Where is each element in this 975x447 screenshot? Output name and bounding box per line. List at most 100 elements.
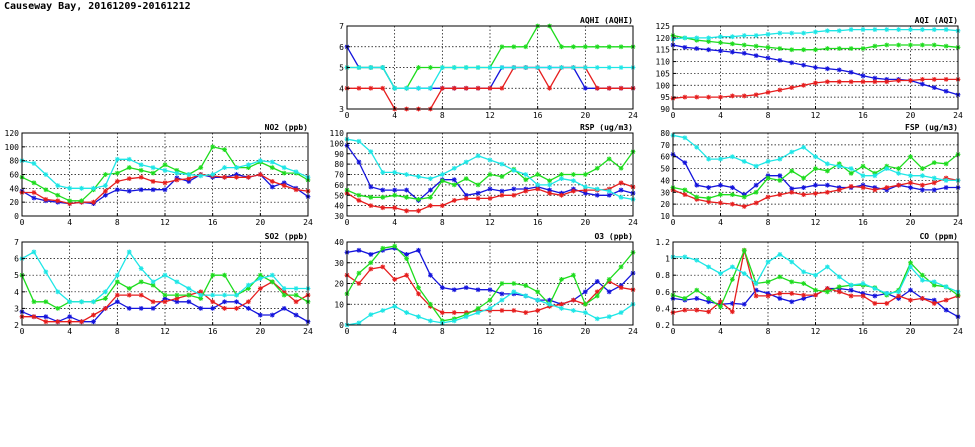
rsp-point-green <box>439 178 445 184</box>
fsp-ytick-label: 20 <box>660 200 670 209</box>
rsp-point-red <box>475 195 481 201</box>
co-xtick-label: 8 <box>766 327 771 336</box>
no2-point-cyan <box>222 165 227 170</box>
co-point-green <box>765 279 771 285</box>
co-point-red <box>682 307 688 313</box>
co-title: CO (ppm) <box>919 232 958 241</box>
no2-point-cyan <box>162 167 168 173</box>
aqi-point-cyan <box>694 35 700 41</box>
aqi-xtick-label: 0 <box>671 111 676 120</box>
fsp-point-blue <box>943 185 949 190</box>
rsp-point-red <box>523 188 529 194</box>
aqhi-point-red <box>499 85 505 91</box>
co-point-cyan <box>718 271 723 276</box>
fsp-point-blue <box>706 185 712 190</box>
aqhi-point-green <box>499 44 505 50</box>
fsp-point-red <box>777 192 783 198</box>
rsp-point-blue <box>404 187 409 193</box>
no2-point-blue <box>281 180 287 186</box>
fsp-point-blue <box>919 187 925 193</box>
rsp-point-cyan <box>594 186 600 192</box>
rsp-point-green <box>380 194 386 200</box>
co-point-blue <box>777 296 783 301</box>
no2-title: NO2 (ppb) <box>265 123 308 132</box>
so2-point-green <box>198 296 204 301</box>
co-point-cyan <box>813 272 818 278</box>
co-point-blue <box>860 291 866 296</box>
fsp-point-cyan <box>836 163 842 169</box>
aqi-point-green <box>872 43 878 49</box>
so2-point-green <box>246 286 251 291</box>
o3-point-blue <box>547 297 552 303</box>
no2-point-green <box>210 144 216 150</box>
co-point-cyan <box>789 259 795 265</box>
aqhi-point-red <box>606 85 612 91</box>
fsp-point-red <box>848 183 854 189</box>
fsp-point-cyan <box>777 156 783 162</box>
so2-point-cyan <box>174 279 180 285</box>
fsp-point-cyan <box>765 159 771 164</box>
fsp-point-green <box>741 194 747 200</box>
no2-xtick-label: 12 <box>160 218 170 227</box>
co-ytick-label: 0.4 <box>656 304 671 313</box>
rsp-point-green <box>606 156 612 162</box>
no2-ytick-label: 80 <box>9 157 19 166</box>
so2-point-blue <box>293 312 299 318</box>
so2-point-cyan <box>198 292 204 298</box>
so2-point-blue <box>150 306 156 311</box>
rsp-point-cyan <box>499 161 505 167</box>
co-point-blue <box>718 301 723 307</box>
fsp-ytick-label: 70 <box>660 141 670 150</box>
aqi-point-cyan <box>872 27 878 32</box>
no2-ytick-label: 20 <box>9 198 19 207</box>
o3-point-cyan <box>618 310 624 315</box>
rsp-point-green <box>368 194 374 200</box>
aqhi-point-cyan <box>487 65 493 70</box>
co-xtick-label: 24 <box>953 327 963 336</box>
aqhi-point-cyan <box>356 65 362 70</box>
so2-point-red <box>150 299 156 305</box>
co-point-green <box>824 289 830 295</box>
o3-ytick-label: 40 <box>334 238 344 247</box>
no2-point-green <box>269 165 275 170</box>
o3-point-green <box>618 264 624 270</box>
co-point-cyan <box>943 284 949 290</box>
o3-title: O3 (ppb) <box>594 232 633 241</box>
co-point-red <box>931 301 937 306</box>
fsp-point-red <box>908 180 913 186</box>
aqi-point-red <box>848 79 854 85</box>
so2-point-red <box>91 312 96 318</box>
aqhi-xtick-label: 24 <box>628 111 638 120</box>
rsp-xtick-label: 4 <box>392 218 397 227</box>
no2-chart: 0 4 8 12 16 20 24 0 20 40 60 80 100 120 NO2 (ppb) <box>5 123 313 227</box>
aqi-ytick-label: 115 <box>656 46 671 55</box>
rsp-point-cyan <box>392 170 398 175</box>
rsp-xtick-label: 24 <box>628 218 638 227</box>
fsp-xtick-label: 8 <box>766 218 771 227</box>
so2-point-blue <box>198 306 204 311</box>
aqi-point-green <box>908 42 913 48</box>
fsp-point-green <box>943 161 949 167</box>
no2-point-red <box>55 198 61 204</box>
aqi-point-blue <box>729 49 735 55</box>
o3-point-cyan <box>463 314 469 320</box>
no2-xtick-label: 20 <box>256 218 266 227</box>
so2-point-green <box>257 272 263 278</box>
fsp-xtick-label: 16 <box>858 218 868 227</box>
aqhi-xtick-label: 20 <box>581 111 591 120</box>
o3-point-blue <box>428 272 433 278</box>
no2-ytick-label: 0 <box>14 212 19 221</box>
co-ytick-label: 0.6 <box>656 288 671 297</box>
so2-xtick-label: 20 <box>256 327 266 336</box>
rsp-point-blue <box>380 187 386 193</box>
o3-xtick-label: 16 <box>533 327 543 336</box>
aqhi-point-cyan <box>571 65 576 70</box>
aqi-point-red <box>718 94 723 100</box>
co-point-blue <box>872 293 878 299</box>
rsp-point-green <box>594 165 600 171</box>
co-point-red <box>706 309 712 315</box>
fsp-point-blue <box>908 185 913 190</box>
o3-xtick-label: 24 <box>628 327 638 336</box>
co-xtick-label: 12 <box>811 327 821 336</box>
o3-point-cyan <box>511 289 517 295</box>
